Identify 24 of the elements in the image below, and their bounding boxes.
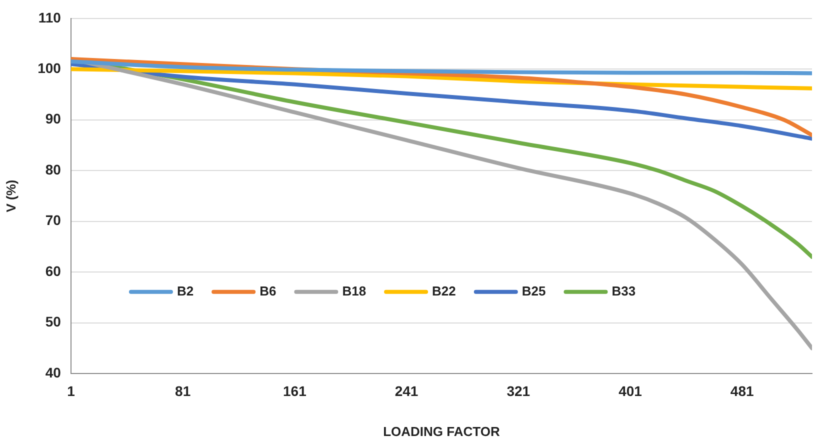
y-axis-title: V (%) bbox=[3, 180, 18, 212]
y-tick-label: 80 bbox=[45, 161, 62, 178]
x-axis-title: LOADING FACTOR bbox=[383, 424, 500, 439]
y-tick-label: 100 bbox=[38, 60, 62, 76]
legend-label: B22 bbox=[432, 283, 456, 298]
y-tick-label: 70 bbox=[45, 212, 62, 228]
y-tick-label: 110 bbox=[38, 9, 62, 26]
x-tick-label: 481 bbox=[730, 382, 754, 399]
y-tick-label: 90 bbox=[45, 110, 62, 127]
legend-label: B2 bbox=[176, 283, 194, 298]
x-tick-label: 321 bbox=[506, 382, 530, 399]
x-tick-label: 1 bbox=[67, 382, 76, 399]
y-tick-label: 40 bbox=[45, 364, 62, 380]
legend-label: B33 bbox=[612, 283, 636, 298]
x-tick-label: 241 bbox=[394, 382, 418, 399]
legend-label: B25 bbox=[522, 283, 546, 298]
legend-label: B6 bbox=[260, 283, 276, 298]
y-tick-label: 50 bbox=[45, 314, 62, 330]
x-tick-label: 161 bbox=[282, 382, 307, 399]
line-series bbox=[70, 60, 812, 76]
y-tick-label: 60 bbox=[45, 262, 62, 279]
legend-label: B18 bbox=[342, 283, 366, 298]
x-tick-label: 401 bbox=[618, 382, 642, 399]
x-tick-label: 81 bbox=[175, 382, 191, 399]
